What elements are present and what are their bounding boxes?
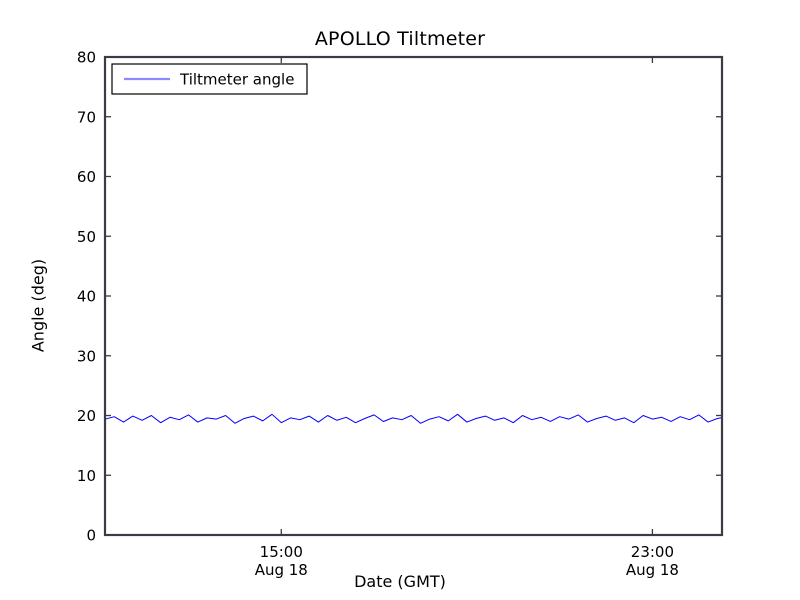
legend-label: Tiltmeter angle: [179, 71, 294, 89]
series-line-tiltmeter-angle: [105, 413, 722, 424]
y-tick-label: 80: [77, 49, 96, 67]
y-tick-label: 40: [77, 288, 96, 306]
y-tick-label: 30: [77, 347, 96, 365]
y-tick-label: 60: [77, 168, 96, 186]
y-tick-label: 70: [77, 108, 96, 126]
y-tick-label: 0: [86, 527, 96, 545]
x-tick-date-label: Aug 18: [255, 561, 308, 579]
plot-frame: [103, 55, 724, 537]
x-tick-date-label: Aug 18: [626, 561, 679, 579]
x-axis-label: Date (GMT): [354, 572, 446, 591]
x-tick-time-label: 23:00: [631, 543, 674, 561]
legend[interactable]: Tiltmeter angle: [111, 63, 308, 95]
y-tick-label: 10: [77, 467, 96, 485]
legend-box[interactable]: [111, 63, 308, 95]
data-series-group: [105, 413, 722, 424]
y-tick-label: 20: [77, 407, 96, 425]
x-tick-time-label: 15:00: [260, 543, 303, 561]
y-tick-label: 50: [77, 228, 96, 246]
chart-title: APOLLO Tiltmeter: [314, 28, 486, 50]
